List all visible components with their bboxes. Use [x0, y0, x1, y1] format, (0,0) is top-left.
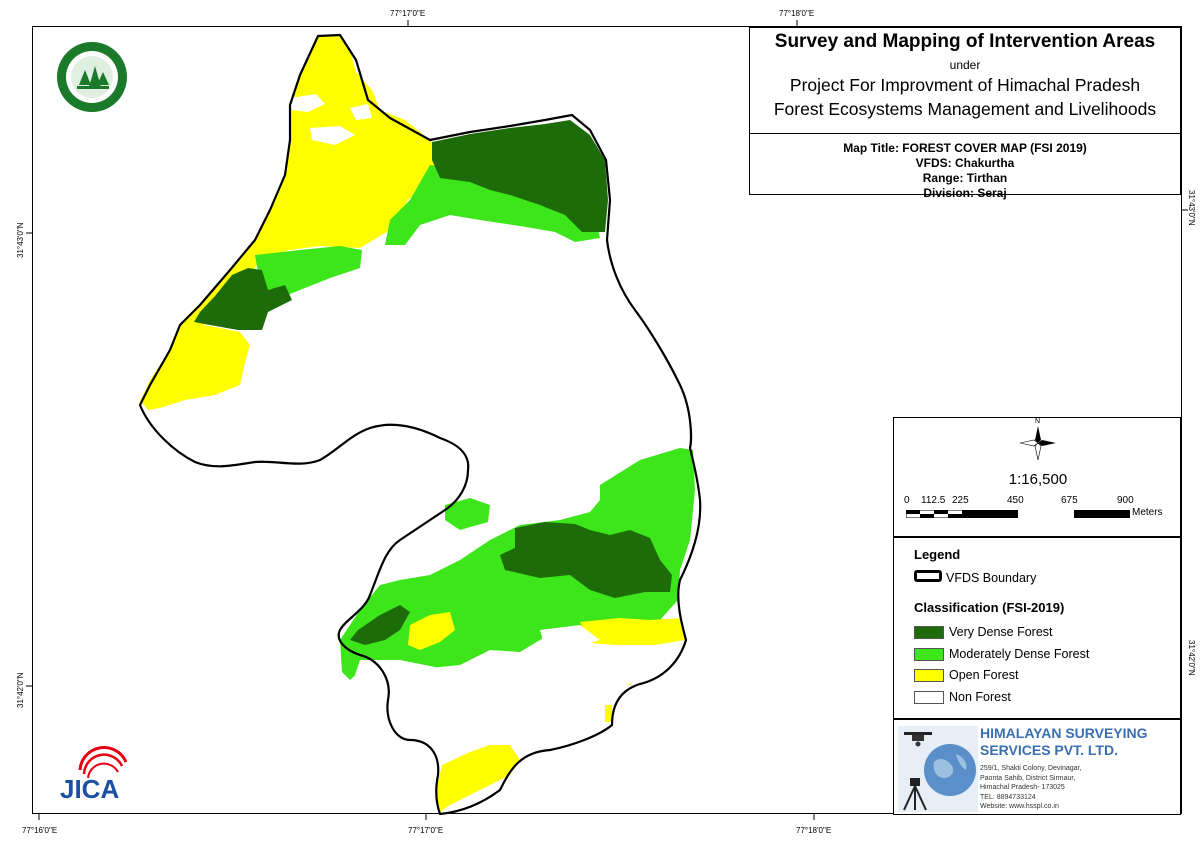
- company-graphic: [898, 726, 978, 812]
- vfds-name: VFDS: Chakurtha: [915, 156, 1015, 170]
- very-dense-forest-south: [350, 522, 672, 645]
- address-line: Himachal Pradesh- 173025: [980, 784, 1065, 791]
- classification-title: Classification (FSI-2019): [914, 600, 1065, 615]
- title-project-line1: Project For Improvment of Himachal Prade…: [789, 75, 1141, 95]
- legend-open-forest: Open Forest: [949, 668, 1019, 682]
- forest-department-logo: [49, 40, 135, 114]
- swatch-moderately-dense-forest: [914, 648, 944, 661]
- legend-non-forest: Non Forest: [949, 690, 1011, 704]
- title-block: Survey and Mapping of Intervention Areas…: [749, 27, 1181, 200]
- coord-top-2: 77°18'0"E: [779, 9, 815, 18]
- jica-logo: JICA: [58, 740, 133, 804]
- coord-bottom-2: 77°17'0"E: [408, 826, 444, 835]
- legend-very-dense-forest: Very Dense Forest: [949, 625, 1053, 639]
- open-forest-south: [408, 612, 685, 812]
- very-dense-forest-north: [194, 120, 608, 330]
- company-panel: HIMALAYAN SURVEYING SERVICES PVT. LTD. 2…: [893, 719, 1181, 815]
- globe-icon: [924, 744, 976, 796]
- map-title: Map Title: FOREST COVER MAP (FSI 2019): [843, 141, 1087, 155]
- legend-moderately-dense-forest: Moderately Dense Forest: [949, 647, 1090, 661]
- coord-bottom-3: 77°18'0"E: [796, 826, 832, 835]
- compass-rose-icon: [1020, 426, 1056, 460]
- legend-panel: Legend VFDS Boundary Classification (FSI…: [893, 537, 1181, 719]
- scale-tick-2: 225: [952, 495, 969, 506]
- north-label: N: [1035, 418, 1041, 425]
- division-name: Division: Seraj: [923, 186, 1007, 200]
- title-under: under: [949, 58, 981, 72]
- non-forest-north-patches: [290, 94, 372, 145]
- map-frame: [32, 26, 1182, 814]
- open-forest-west: [140, 325, 250, 410]
- scale-panel: N 1:16,500 0 112.5 225 450 675 900 Meter…: [893, 417, 1181, 537]
- vfds-boundary: [138, 33, 702, 816]
- legend-title: Legend: [914, 547, 961, 562]
- scale-tick-5: 900: [1117, 495, 1134, 506]
- non-forest-south-patches: [350, 625, 680, 695]
- scale-units: Meters: [1132, 507, 1163, 518]
- tripod-icon: [903, 778, 927, 811]
- scale-bar: [906, 510, 1130, 518]
- legend-boundary-label: VFDS Boundary: [946, 571, 1037, 585]
- scale-ratio: 1:16,500: [1008, 471, 1068, 488]
- graticule-ticks: [26, 20, 1188, 820]
- coord-bottom-1: 77°16'0"E: [22, 826, 58, 835]
- address-phone: TEL: 8894733124: [980, 793, 1036, 801]
- company-name-line1: HIMALAYAN SURVEYING: [980, 725, 1148, 741]
- drone-icon: [904, 732, 932, 747]
- title-project-line2: Forest Ecosystems Management and Livelih…: [773, 99, 1157, 119]
- swatch-open-forest: [914, 669, 944, 682]
- jica-text: JICA: [60, 774, 119, 802]
- north-arrow: N: [1020, 418, 1056, 462]
- scale-tick-3: 450: [1007, 495, 1024, 506]
- scale-tick-4: 675: [1061, 495, 1078, 506]
- address-line: 259/1, Shakti Colony, Devinagar,: [980, 765, 1082, 772]
- scale-tick-1: 112.5: [921, 495, 946, 506]
- scale-tick-0: 0: [904, 495, 910, 506]
- company-name-line2: SERVICES PVT. LTD.: [980, 742, 1118, 758]
- company-address: 259/1, Shakti Colony, Devinagar, Paonta …: [980, 764, 1081, 812]
- address-line: Paonta Sahib, District Sirmaur,: [980, 774, 1076, 782]
- coord-top-1: 77°17'0"E: [390, 9, 426, 18]
- swatch-non-forest: [914, 691, 944, 704]
- swatch-very-dense-forest: [914, 626, 944, 639]
- title-main: Survey and Mapping of Intervention Areas: [774, 31, 1156, 52]
- address-website: Website: www.hsspl.co.in: [980, 803, 1059, 810]
- boundary-swatch: [914, 570, 942, 582]
- range-name: Range: Tirthan: [922, 171, 1008, 185]
